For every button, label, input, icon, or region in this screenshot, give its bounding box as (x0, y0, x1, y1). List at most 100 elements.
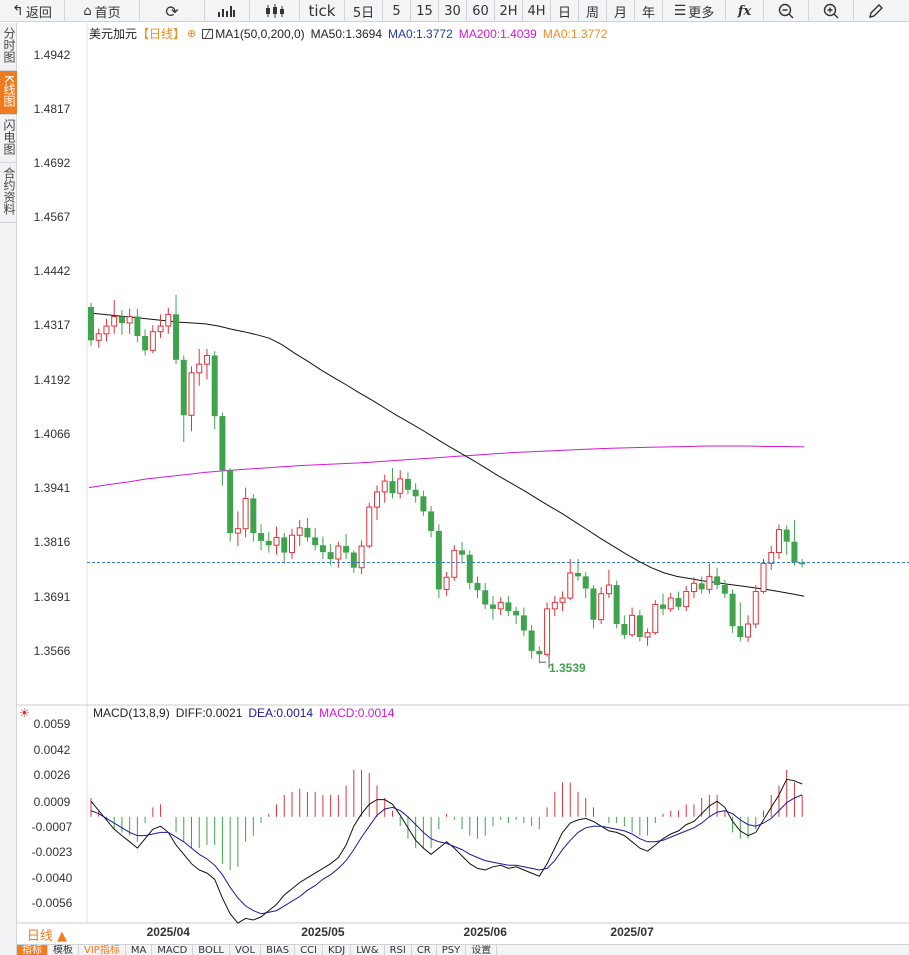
tab-indicator[interactable]: 指标 (17, 945, 48, 955)
back-button[interactable]: ↰ 返回 (0, 0, 65, 22)
tab-rsi[interactable]: RSI (385, 945, 412, 955)
zoom-in-button[interactable] (809, 0, 854, 22)
candle-body (111, 316, 118, 327)
tab-lw[interactable]: LW& (351, 945, 385, 955)
sun-icon[interactable]: ☀ (19, 706, 30, 720)
candle-body (582, 576, 589, 589)
period-week[interactable]: 周 (579, 0, 607, 22)
period-5d[interactable]: 5日 (345, 0, 383, 22)
tab-kline[interactable]: K线图 (0, 71, 17, 115)
candle-body (721, 585, 728, 594)
candlestick-icon (265, 4, 284, 18)
menu-icon: ☰ (673, 3, 687, 19)
candle-body (404, 478, 411, 490)
period-30m[interactable]: 30 (439, 0, 467, 22)
low-price-label: 1.3539 (549, 661, 586, 675)
candle-body (660, 604, 667, 609)
candle-body (288, 534, 295, 554)
tab-contract-info[interactable]: 合约资料 (0, 163, 17, 223)
period-5m[interactable]: 5 (383, 0, 411, 22)
tab-cr[interactable]: CR (412, 945, 437, 955)
candle-body (497, 601, 504, 610)
candle-body (234, 528, 241, 534)
tab-timeshare[interactable]: 分时图 (0, 23, 17, 71)
candle-body (644, 632, 651, 638)
indicator-icon[interactable]: ╱ (202, 28, 214, 39)
candle-body (219, 416, 226, 471)
period-day[interactable]: 日 (551, 0, 579, 22)
refresh-button[interactable]: ⟳ (140, 0, 205, 22)
tab-cci[interactable]: CCI (295, 945, 324, 955)
tab-vol[interactable]: VOL (230, 945, 262, 955)
side-tabs: 分时图 K线图 闪电图 合约资料 (0, 23, 17, 955)
candle-body (95, 333, 102, 341)
candle-body (760, 562, 767, 593)
ma50-value: MA50:1.3694 (310, 26, 383, 41)
tab-psy[interactable]: PSY (437, 945, 467, 955)
candle-body (567, 572, 574, 599)
period-selector[interactable]: 日线 ▲ (26, 928, 68, 944)
macd-tick-label: -0.0007 (31, 819, 73, 834)
candle-body (745, 623, 752, 638)
price-tick-label: 1.4567 (33, 210, 71, 225)
tab-vip-indicator[interactable]: VIP指标 (79, 945, 126, 955)
date-tick-label: 2025/06 (463, 925, 507, 939)
price-tick-label: 1.4692 (33, 156, 71, 171)
candle-body (559, 597, 566, 603)
tab-kdj[interactable]: KDJ (323, 945, 352, 955)
candle-body (690, 582, 697, 593)
candle-body (443, 576, 450, 590)
period-60m[interactable]: 60 (467, 0, 495, 22)
chart-type-button[interactable] (205, 0, 250, 22)
settings-circle-icon[interactable]: ⊕ (187, 28, 197, 40)
chart-svg[interactable] (17, 23, 909, 943)
candle-body (544, 608, 551, 655)
candle-body (227, 470, 234, 534)
candle-body (381, 480, 388, 493)
tab-template[interactable]: 模板 (48, 945, 79, 955)
candle-body (389, 481, 396, 494)
candle-body (258, 533, 265, 541)
candle-body (598, 593, 605, 621)
tab-boll[interactable]: BOLL (193, 945, 230, 955)
period-year[interactable]: 年 (635, 0, 663, 22)
period-15m[interactable]: 15 (411, 0, 439, 22)
candle-body (165, 313, 172, 327)
candle-body (474, 582, 481, 591)
candle-body (343, 546, 350, 553)
tab-bias[interactable]: BIAS (261, 945, 296, 955)
candle-body (273, 536, 280, 546)
tab-macd[interactable]: MACD (152, 945, 194, 955)
draw-button[interactable] (854, 0, 897, 22)
candle-body (242, 497, 249, 530)
zoom-out-button[interactable] (764, 0, 809, 22)
candle-body (667, 597, 674, 610)
ma50-line (90, 312, 805, 597)
period-2h[interactable]: 2H (495, 0, 523, 22)
tab-ma[interactable]: MA (126, 945, 153, 955)
tab-flash[interactable]: 闪电图 (0, 115, 17, 163)
formula-button[interactable]: fx (726, 0, 764, 22)
candle-body (621, 624, 628, 635)
candle-body (590, 588, 597, 620)
more-button[interactable]: ☰ 更多 (663, 0, 726, 22)
period-month[interactable]: 月 (607, 0, 635, 22)
period-4h[interactable]: 4H (523, 0, 551, 22)
chart-area[interactable]: 1.4942 1.4817 1.4692 1.4567 1.4442 1.4317 1.41… (17, 23, 909, 943)
candle-body (203, 355, 210, 365)
tick-button[interactable]: tick (300, 0, 345, 22)
candle-body (435, 530, 442, 590)
home-button[interactable]: ⌂ 首页 (65, 0, 140, 22)
candle-type-button[interactable] (250, 0, 300, 22)
candle-body (459, 550, 466, 555)
candle-body (134, 316, 141, 337)
price-tick-label: 1.4317 (33, 318, 71, 333)
candle-body (683, 591, 690, 608)
candle-body (118, 316, 125, 324)
symbol-label: 美元加元 (89, 27, 138, 41)
tab-settings[interactable]: 设置 (466, 945, 498, 955)
candle-body (397, 478, 404, 494)
macd-tick-label: -0.0040 (31, 871, 73, 886)
candle-body (180, 359, 187, 416)
